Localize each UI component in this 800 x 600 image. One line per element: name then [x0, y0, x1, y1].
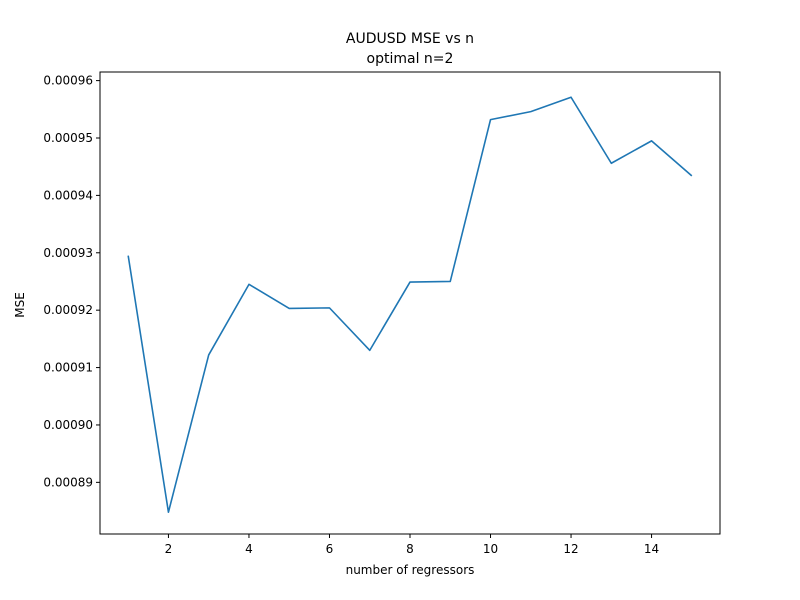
x-tick-label: 10 [483, 542, 498, 556]
y-tick-label: 0.00090 [43, 418, 93, 432]
x-tick-label: 8 [406, 542, 414, 556]
chart-title: AUDUSD MSE vs n [346, 31, 474, 47]
y-tick-label: 0.00093 [43, 246, 93, 260]
chart-subtitle: optimal n=2 [367, 51, 454, 67]
x-tick-label: 6 [326, 542, 334, 556]
y-tick-label: 0.00091 [43, 361, 93, 375]
x-tick-label: 4 [245, 542, 253, 556]
y-tick-label: 0.00092 [43, 303, 93, 317]
y-tick-label: 0.00094 [43, 188, 93, 202]
y-tick-label: 0.00095 [43, 131, 93, 145]
x-tick-label: 2 [165, 542, 173, 556]
y-axis: 0.00089 0.00090 0.00091 0.00092 0.00093 0.000… [43, 74, 100, 489]
series-layer [127, 96, 693, 513]
y-tick-label: 0.00089 [43, 475, 93, 489]
y-axis-label: MSE [13, 292, 27, 318]
x-tick-label: 12 [563, 542, 578, 556]
x-tick-label: 14 [644, 542, 659, 556]
x-axis: 2 4 6 8 10 12 14 [165, 534, 659, 556]
mse-series-line [127, 96, 693, 513]
y-tick-label: 0.00096 [43, 74, 93, 88]
x-axis-label: number of regressors [346, 563, 475, 577]
